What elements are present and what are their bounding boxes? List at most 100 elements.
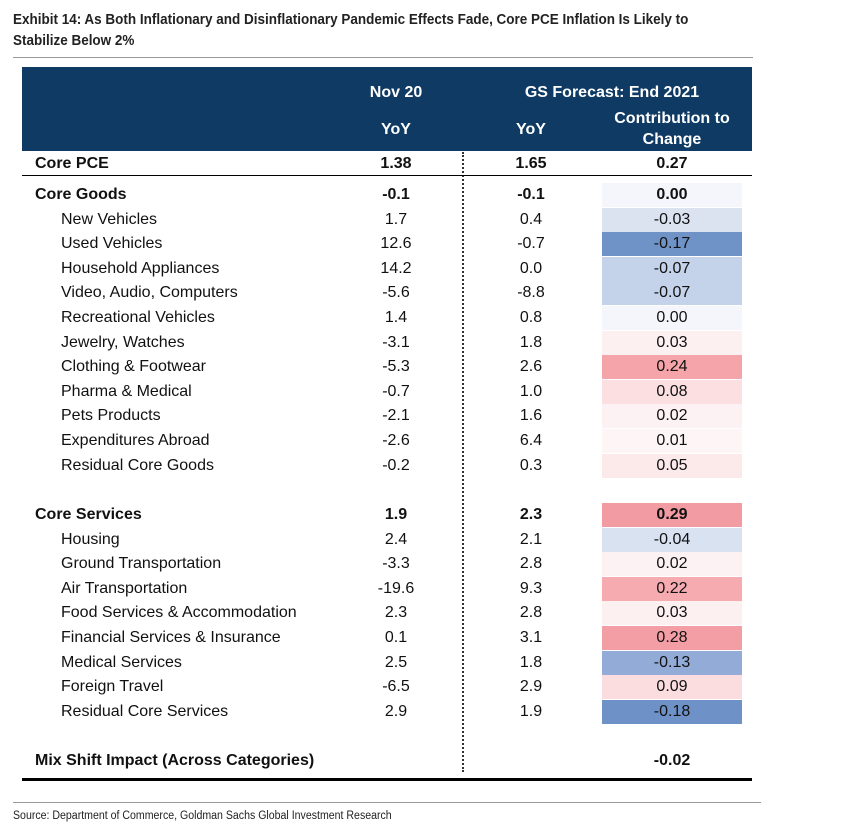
contribution-value: 0.01 [656, 432, 688, 449]
nov20-yoy-value: 1.38 [380, 155, 412, 172]
row-label: Pets Products [61, 407, 161, 425]
contribution-heat-cell [602, 429, 742, 453]
nov20-yoy-value: -5.3 [382, 358, 410, 376]
row-core-goods-item: Expenditures Abroad -2.6 6.4 0.01 [22, 429, 752, 453]
row-core-goods-item: New Vehicles 1.7 0.4 -0.03 [22, 207, 752, 232]
row-core-services-item: Housing 2.4 2.1 -0.04 [22, 527, 752, 552]
col-nov20-yoy: YoY [381, 121, 411, 138]
contribution-value: 0.24 [656, 358, 688, 376]
nov20-yoy-value: -3.3 [382, 555, 410, 573]
contribution-value: 0.27 [656, 155, 688, 172]
forecast-yoy-value: 1.6 [519, 407, 543, 425]
contribution-heat-cell [602, 552, 742, 577]
col-nov20-header: Nov 20 [369, 84, 423, 101]
col-contribution-header: Contribution to Change [614, 110, 730, 148]
row-label: Foreign Travel [61, 678, 164, 696]
row-core-goods-item: Pets Products -2.1 1.6 0.02 [22, 404, 752, 429]
forecast-yoy-value: 2.1 [519, 530, 543, 548]
nov20-yoy-value: 14.2 [380, 259, 412, 277]
forecast-yoy-value: 1.8 [519, 653, 543, 671]
row-core-services-item: Air Transportation -19.6 9.3 0.22 [22, 576, 752, 601]
contribution-value: 0.02 [656, 555, 688, 573]
contribution-heat-cell [602, 183, 742, 207]
row-label: Core Goods [35, 186, 127, 203]
forecast-yoy-value: 1.9 [519, 702, 543, 720]
row-label: Residual Core Services [61, 702, 229, 720]
row-core-goods-item: Residual Core Goods -0.2 0.3 0.05 [22, 453, 752, 478]
contribution-value: 0.22 [656, 579, 688, 597]
row-label: Jewelry, Watches [61, 333, 185, 351]
row-label: Air Transportation [61, 579, 188, 597]
row-label: Ground Transportation [61, 555, 222, 573]
row-label: Household Appliances [61, 259, 220, 277]
nov20-yoy-value: 2.4 [384, 530, 408, 548]
row-core-services-item: Ground Transportation -3.3 2.8 0.02 [22, 552, 752, 577]
nov20-yoy-value: -5.6 [382, 284, 410, 302]
forecast-yoy-value: 1.65 [515, 155, 547, 172]
forecast-yoy-value: 2.8 [519, 555, 543, 573]
row-mix-shift: Mix Shift Impact (Across Categories) -0.0… [22, 749, 752, 773]
column-separator [462, 152, 464, 772]
row-label: Recreational Vehicles [61, 309, 215, 326]
forecast-yoy-value: 0.4 [519, 210, 543, 228]
contribution-value: 0.29 [656, 506, 688, 523]
forecast-yoy-value: 6.4 [519, 432, 543, 449]
row-core-goods-item: Jewelry, Watches -3.1 1.8 0.03 [22, 330, 752, 355]
contribution-value: 0.05 [656, 456, 688, 474]
nov20-yoy-value: -6.5 [382, 678, 410, 696]
nov20-yoy-value: -19.6 [377, 579, 415, 597]
forecast-yoy-value: 2.9 [519, 678, 543, 696]
row-core-goods-item: Video, Audio, Computers -5.6 -8.8 -0.07 [22, 281, 752, 306]
nov20-yoy-value: -2.1 [382, 407, 410, 425]
contribution-heat-cell [602, 650, 742, 675]
contribution-heat-cell [602, 330, 742, 355]
contribution-heat-cell [602, 379, 742, 404]
contribution-value: 0.08 [656, 382, 688, 400]
forecast-yoy-value: 2.6 [519, 358, 543, 376]
row-core-goods-item: Household Appliances 14.2 0.0 -0.07 [22, 256, 752, 281]
row-label: Clothing & Footwear [61, 358, 206, 376]
row-label: Medical Services [61, 653, 182, 671]
row-core-goods-item: Recreational Vehicles 1.4 0.8 0.00 [22, 306, 752, 330]
forecast-yoy-value: 1.0 [519, 382, 543, 400]
nov20-yoy-value: 0.1 [384, 629, 408, 646]
source-rule [13, 802, 761, 803]
forecast-yoy-value: -0.1 [517, 186, 545, 203]
row-label: Financial Services & Insurance [61, 629, 281, 646]
contribution-value: 0.03 [656, 333, 688, 351]
row-core-services-item: Financial Services & Insurance 0.1 3.1 0.28 [22, 626, 752, 650]
row-label: Housing [61, 530, 120, 548]
forecast-yoy-value: 2.3 [519, 506, 543, 523]
source-note: Source: Department of Commerce, Goldman … [13, 810, 392, 822]
nov20-yoy-value: -0.2 [382, 456, 410, 474]
contribution-heat-cell [602, 256, 742, 281]
row-core-goods-item: Clothing & Footwear -5.3 2.6 0.24 [22, 355, 752, 380]
contribution-heat-cell [602, 527, 742, 552]
nov20-yoy-value: -0.7 [382, 382, 410, 400]
contribution-heat-cell [602, 232, 742, 257]
forecast-yoy-value: 9.3 [519, 579, 543, 597]
nov20-yoy-value: -0.1 [382, 186, 410, 203]
table-bottom-rule [22, 778, 752, 781]
row-label: Video, Audio, Computers [61, 284, 238, 302]
row-core-goods-item: Used Vehicles 12.6 -0.7 -0.17 [22, 232, 752, 257]
row-core-services: Core Services 1.9 2.3 0.29 [22, 503, 752, 527]
forecast-yoy-value: 2.8 [519, 604, 543, 622]
contribution-value: -0.04 [653, 530, 691, 548]
contribution-heat-cell [602, 626, 742, 650]
contribution-value: -0.17 [653, 235, 691, 253]
contribution-value: 0.00 [656, 309, 688, 326]
contribution-value: 0.28 [656, 629, 688, 646]
row-label: New Vehicles [61, 210, 158, 228]
forecast-yoy-value: -0.7 [517, 235, 545, 253]
row-label: Core PCE [35, 155, 109, 172]
row-label: Mix Shift Impact (Across Categories) [35, 752, 315, 769]
contribution-heat-cell [602, 453, 742, 478]
contribution-value: -0.07 [653, 284, 691, 302]
col-forecast-yoy: YoY [516, 121, 546, 138]
nov20-yoy-value: 1.7 [384, 210, 408, 228]
contribution-heat-cell [602, 404, 742, 429]
contribution-value: 0.03 [656, 604, 688, 622]
forecast-yoy-value: 0.3 [519, 456, 543, 474]
nov20-yoy-value: 1.4 [384, 309, 408, 326]
